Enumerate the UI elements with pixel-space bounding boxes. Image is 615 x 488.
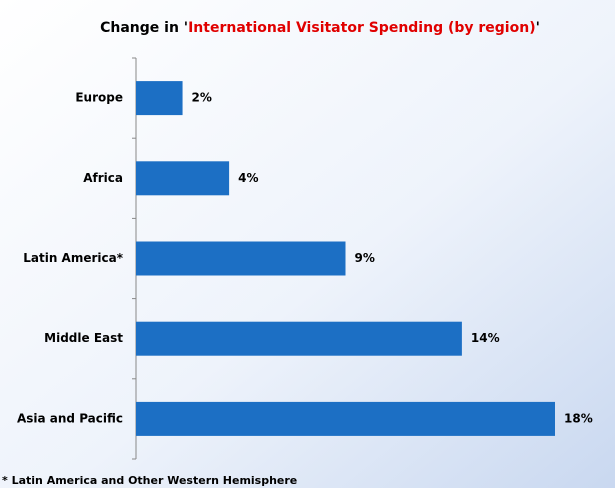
title-part: Change in ' <box>100 20 188 36</box>
category-label: Latin America* <box>23 251 123 265</box>
bar <box>136 161 230 196</box>
bar <box>136 81 183 116</box>
title-part: International Visitator Spending (by reg… <box>188 20 536 36</box>
value-label: 2% <box>192 91 212 105</box>
value-label: 18% <box>564 411 593 425</box>
value-label: 14% <box>471 331 500 345</box>
bar <box>136 401 555 436</box>
value-label: 9% <box>355 251 375 265</box>
footnote: * Latin America and Other Western Hemisp… <box>2 474 297 487</box>
category-label: Asia and Pacific <box>17 411 123 425</box>
category-label: Europe <box>75 91 123 105</box>
bar <box>136 321 462 356</box>
category-label: Middle East <box>44 331 123 345</box>
category-label: Africa <box>83 171 123 185</box>
chart-title: Change in 'International Visitator Spend… <box>100 20 540 36</box>
title-part: ' <box>536 20 540 36</box>
bar <box>136 241 346 276</box>
value-label: 4% <box>238 171 258 185</box>
